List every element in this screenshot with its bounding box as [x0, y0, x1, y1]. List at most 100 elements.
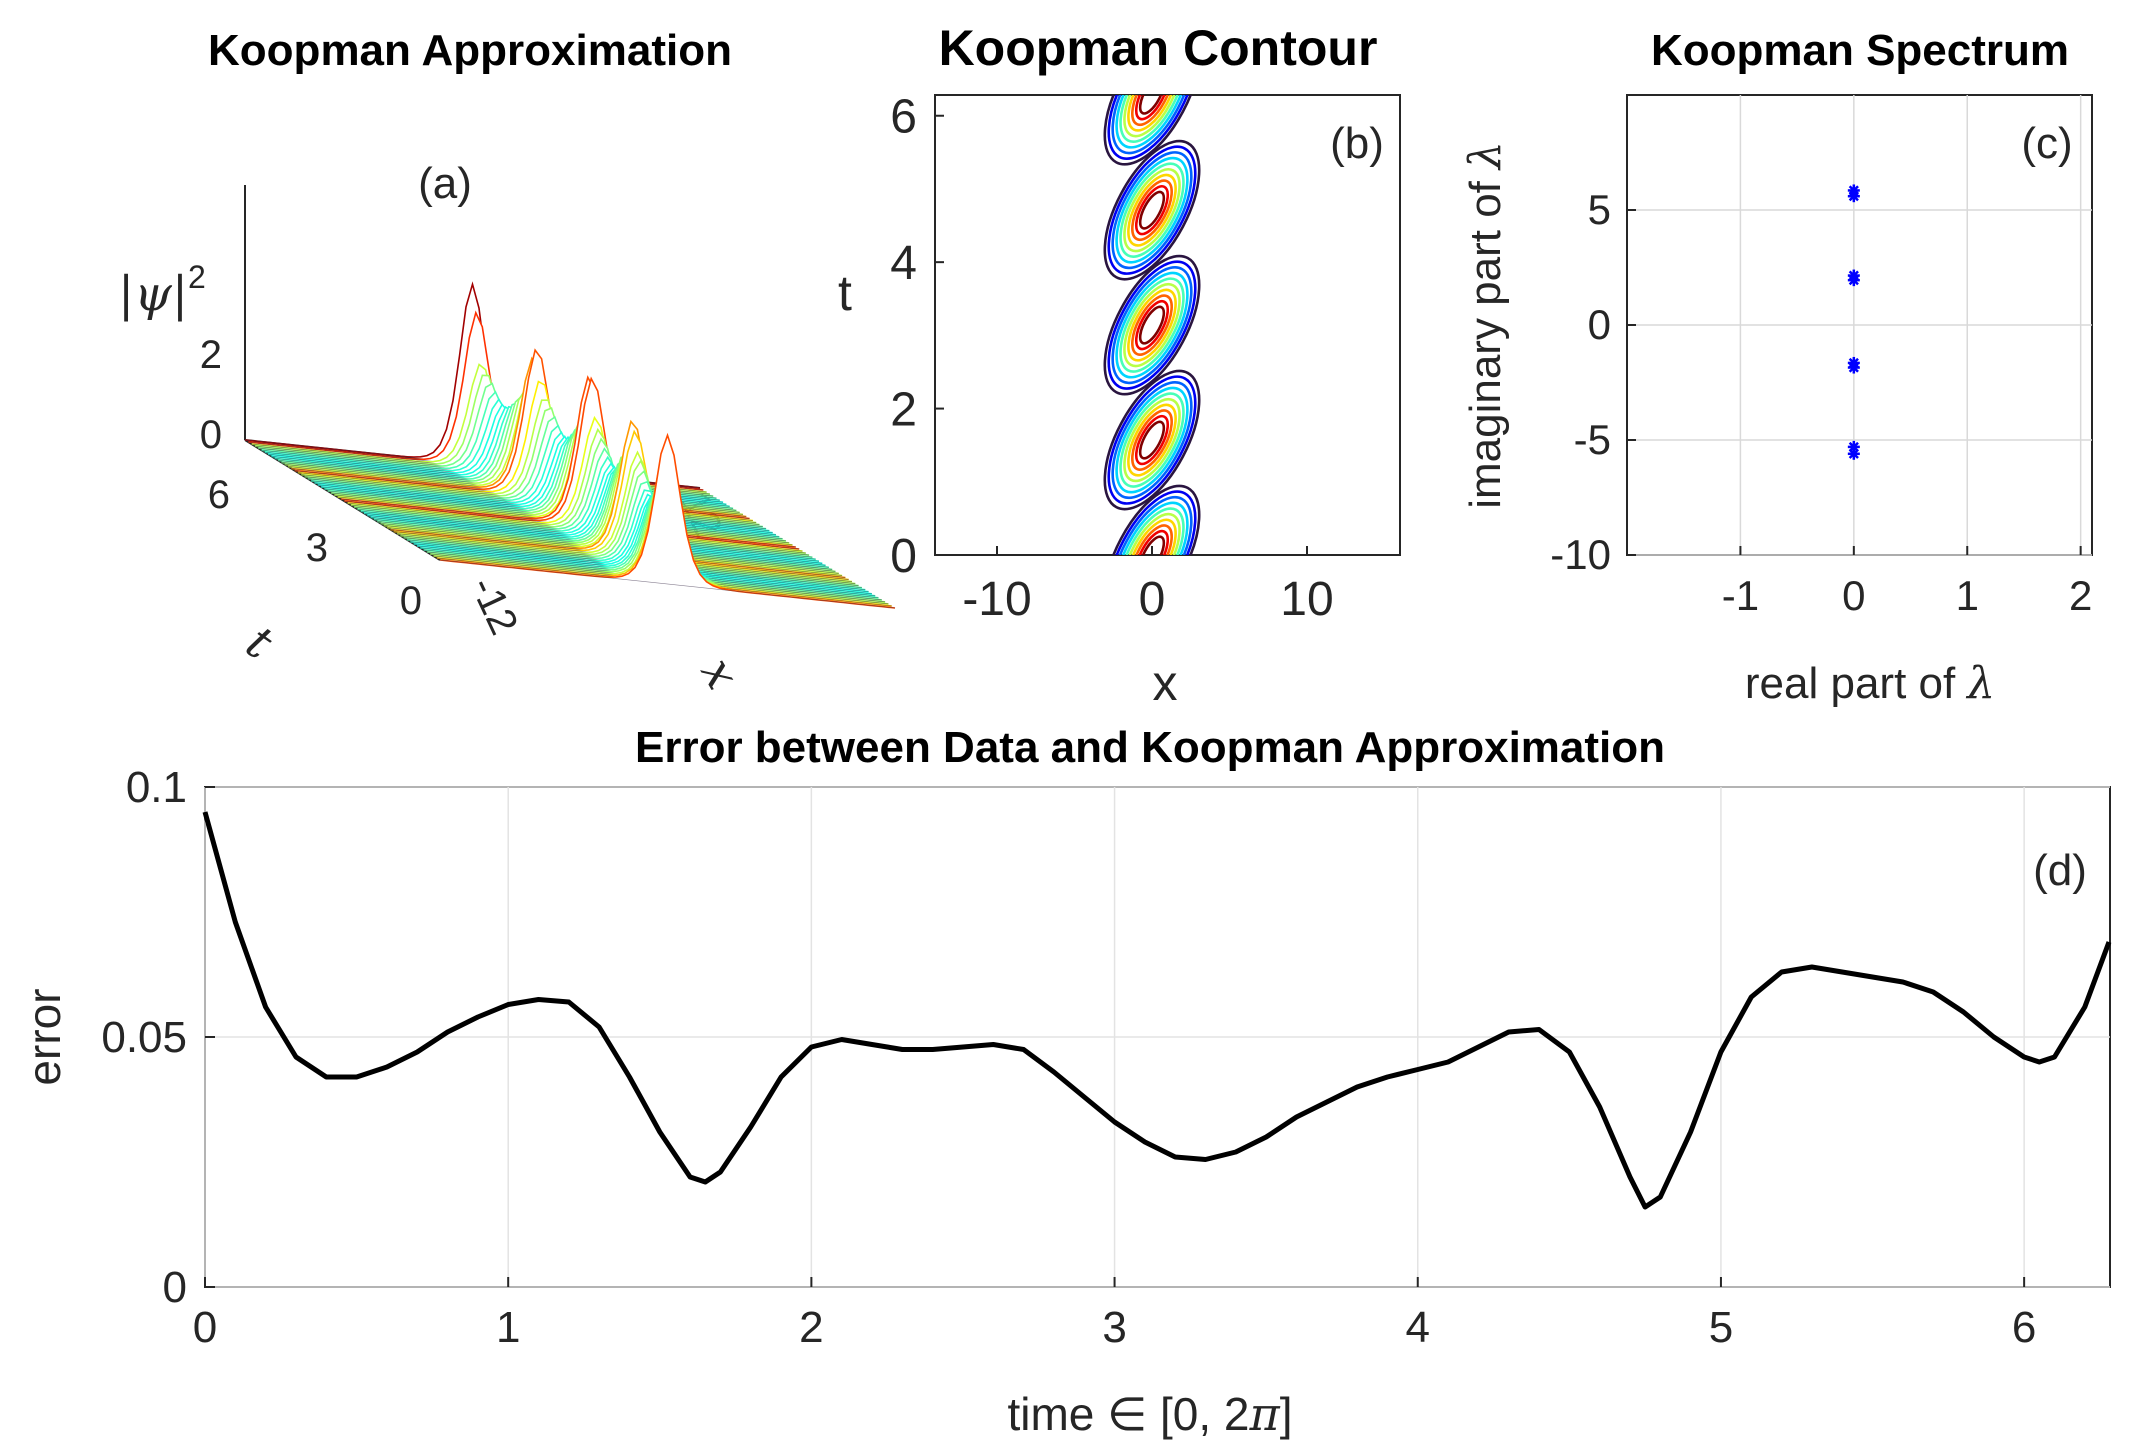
panel-b-contours — [1103, 95, 1201, 555]
eigenvalue-point — [1847, 269, 1860, 282]
contour-level — [1138, 190, 1166, 230]
contour-level — [1127, 518, 1177, 555]
contour-level — [1115, 386, 1189, 494]
panel-a-tlabel: t — [237, 615, 284, 670]
contour-level — [1115, 95, 1189, 149]
panel-a-z-tick: 0 — [200, 413, 222, 457]
x-tick-label: 10 — [1280, 573, 1333, 626]
contour-level — [1131, 294, 1173, 356]
contour-level — [1127, 288, 1177, 362]
panel-d-grid — [204, 786, 2110, 1288]
contour-level — [1131, 95, 1173, 127]
y-tick-label: 0 — [163, 1263, 187, 1312]
surface-fill — [301, 400, 757, 523]
panel-d-xlabel: time ∈ [0, 2π] — [1007, 1387, 1292, 1441]
panel-b-ylabel: t — [838, 265, 852, 321]
panel-c-xlabel: real part of λ — [1745, 658, 1995, 709]
panel-c-ticks: -1 0 1 2-10-505 — [1550, 186, 2092, 619]
panel-c-label: (c) — [2021, 119, 2072, 168]
panel-d-ticks: 0 1 2 3 4 5 6 0 0.05 0.1 — [101, 763, 2036, 1352]
panel-c-points — [1847, 184, 1860, 460]
eigenvalue-point — [1847, 184, 1860, 197]
contour-level — [1111, 495, 1193, 555]
contour-level — [1119, 392, 1185, 488]
contour-level — [1103, 484, 1201, 555]
marker-stroke — [1848, 185, 1859, 196]
panel-a-t-tick: 0 — [400, 579, 422, 623]
panel-a-t-tick: 3 — [306, 526, 328, 570]
contour-level — [1111, 380, 1193, 500]
panel-a: Koopman Approximation (a) |ψ|2 2 0 6 3 0… — [118, 26, 896, 698]
y-tick-label: 6 — [890, 91, 917, 144]
y-tick-label: 5 — [1588, 186, 1611, 233]
x-tick-label: 4 — [1406, 1303, 1430, 1352]
contour-level — [1107, 260, 1197, 390]
panel-c-title: Koopman Spectrum — [1651, 26, 2069, 75]
contour-level — [1134, 529, 1170, 555]
marker-stroke — [1848, 362, 1859, 373]
contour-level — [1119, 277, 1185, 373]
contour-level — [1123, 95, 1181, 138]
contour-level — [1127, 95, 1177, 132]
marker-stroke — [1848, 270, 1859, 281]
contour-level — [1115, 501, 1189, 555]
panel-b-title: Koopman Contour — [939, 20, 1378, 76]
x-tick-label: 0 — [1139, 573, 1166, 626]
surface-fill — [370, 467, 826, 566]
surface-fill — [304, 408, 760, 525]
contour-level — [1115, 271, 1189, 379]
y-tick-label: 0 — [1588, 301, 1611, 348]
surface-fill — [307, 417, 763, 527]
panel-a-label: (a) — [418, 159, 472, 208]
marker-stroke — [1848, 448, 1859, 459]
contour-level — [1119, 95, 1185, 144]
y-tick-label: 0.05 — [101, 1013, 187, 1062]
x-tick-label: 0 — [1842, 572, 1865, 619]
contour-level — [1107, 490, 1197, 555]
surface-fill — [440, 435, 895, 608]
contour-level — [1134, 95, 1170, 121]
surface-fill — [367, 466, 823, 564]
y-tick-label: -10 — [1550, 531, 1611, 578]
contour-level — [1107, 95, 1197, 160]
contour-level — [1123, 168, 1181, 253]
panel-d-label: (d) — [2033, 846, 2087, 895]
panel-c: Koopman Spectrum (c) -1 0 1 2-10-505 real p… — [1460, 26, 2093, 709]
surface-fill — [311, 425, 767, 529]
contour-level — [1138, 535, 1166, 555]
panel-a-z-tick: 2 — [200, 333, 222, 377]
contour-blob — [1103, 139, 1201, 281]
contour-level — [1107, 375, 1197, 505]
contour-level — [1138, 95, 1166, 115]
panel-d-error-line — [202, 811, 2112, 1210]
x-tick-label: 0 — [193, 1303, 217, 1352]
x-tick-label: 2 — [2069, 572, 2092, 619]
panel-b: Koopman Contour (b) -10 0 10 0 2 4 6 x t — [838, 20, 1401, 711]
y-tick-label: 4 — [890, 237, 917, 290]
panel-a-zlabel: |ψ|2 — [118, 259, 206, 322]
contour-level — [1111, 151, 1193, 270]
eigenvalue-point — [1847, 447, 1860, 460]
contour-level — [1119, 507, 1185, 555]
surface-fill — [393, 431, 849, 580]
surface-base-line — [439, 559, 896, 609]
contour-level — [1134, 414, 1170, 466]
contour-level — [1123, 397, 1181, 483]
panel-c-grid — [1627, 95, 2092, 556]
contour-level — [1111, 95, 1193, 155]
x-tick-label: -10 — [962, 573, 1031, 626]
contour-level — [1134, 185, 1170, 236]
surface-fill — [314, 432, 770, 531]
contour-level — [1123, 282, 1181, 368]
contour-level — [1127, 173, 1177, 247]
surface-fill — [294, 350, 750, 519]
y-tick-label: -5 — [1574, 416, 1611, 463]
surface-fill — [317, 436, 773, 533]
x-tick-label: 2 — [799, 1303, 823, 1352]
contour-level — [1103, 139, 1201, 281]
panel-b-ticks: -10 0 10 0 2 4 6 — [890, 91, 1333, 626]
x-tick-label: 6 — [2012, 1303, 2036, 1352]
y-tick-label: 0 — [890, 530, 917, 583]
panel-a-t-tick: 6 — [208, 473, 230, 517]
